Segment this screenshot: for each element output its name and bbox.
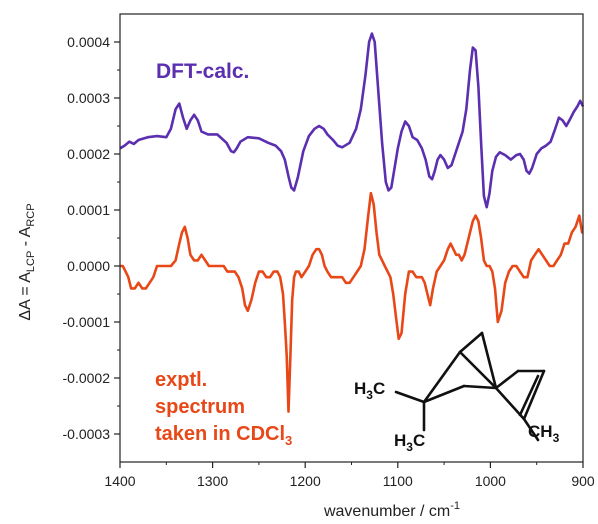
bond xyxy=(494,369,520,390)
plot-lines xyxy=(119,32,585,413)
bond xyxy=(494,386,526,421)
x-tick-label: 1000 xyxy=(475,473,506,489)
molecule-structure xyxy=(394,331,546,442)
bond xyxy=(522,369,546,421)
dft-calc-series-line xyxy=(119,32,585,209)
y-tick-label: 0.0000 xyxy=(67,258,110,274)
exptl-label-line1: exptl. xyxy=(155,369,207,391)
bond xyxy=(422,350,462,404)
bond xyxy=(480,331,498,390)
exptl-label-line3: taken in CDCl3 xyxy=(155,423,292,448)
dft-series-label: DFT-calc. xyxy=(156,60,249,83)
double-bond xyxy=(518,374,540,417)
exptl-label-line2: spectrum xyxy=(155,396,245,418)
x-tick-label: 1400 xyxy=(104,473,135,489)
y-tick-label: 0.0002 xyxy=(67,146,110,162)
bond xyxy=(522,417,540,442)
bond xyxy=(422,384,466,404)
methyl-label-right: CH3 xyxy=(528,422,560,445)
x-tick-label: 1100 xyxy=(383,473,413,489)
methyl-label-upper: H3C xyxy=(354,379,385,402)
y-tick-label: -0.0003 xyxy=(63,426,111,442)
x-axis-title: wavenumber / cm-1 xyxy=(323,500,460,520)
y-axis-ticks: -0.0003 -0.0002 -0.0001 0.0000 0.0001 0.0002 0… xyxy=(63,34,120,442)
x-tick-label: 1200 xyxy=(290,473,321,489)
x-tick-label: 1300 xyxy=(197,473,228,489)
x-tick-label: 900 xyxy=(571,473,595,489)
bond xyxy=(458,331,484,354)
y-tick-label: 0.0004 xyxy=(67,34,110,50)
exptl-series-label: exptl. spectrum taken in CDCl3 xyxy=(155,369,292,448)
x-axis-ticks: 1400 1300 1200 1100 1000 900 xyxy=(104,462,595,489)
exptl-series-line xyxy=(120,191,584,413)
y-tick-label: 0.0001 xyxy=(67,202,110,218)
y-axis-title: ΔA = ALCP - ARCP xyxy=(17,203,37,320)
y-tick-label: -0.0002 xyxy=(63,370,111,386)
y-tick-label: -0.0001 xyxy=(63,314,111,330)
methyl-label-lower: H3C xyxy=(394,431,425,454)
y-tick-label: 0.0003 xyxy=(67,90,110,106)
bond xyxy=(462,384,498,390)
bond xyxy=(458,350,498,390)
bond xyxy=(394,390,426,404)
